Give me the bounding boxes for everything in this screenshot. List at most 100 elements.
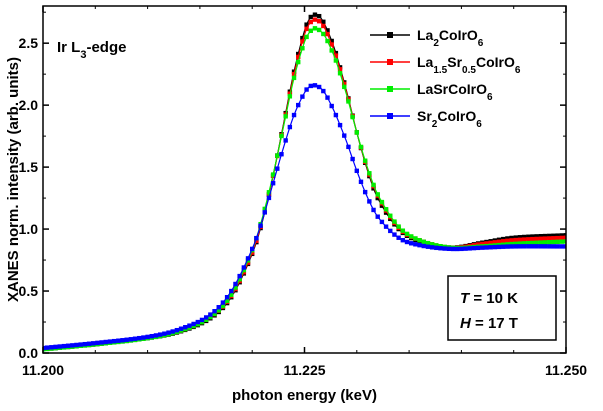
series-marker [405, 240, 409, 244]
series-marker [70, 343, 74, 347]
series-marker [66, 344, 70, 348]
series-marker [493, 245, 497, 249]
series-marker [129, 337, 133, 341]
series-marker [317, 14, 321, 18]
series-marker [175, 328, 179, 332]
series-marker [104, 340, 108, 344]
series-marker [401, 238, 405, 242]
series-marker [91, 341, 95, 345]
series-marker [309, 15, 313, 19]
series-marker [300, 94, 304, 98]
series-marker [455, 247, 459, 251]
series-marker [497, 245, 501, 249]
series-marker [342, 133, 346, 137]
series-marker [442, 246, 446, 250]
series-marker [304, 87, 308, 91]
series-marker [296, 60, 300, 64]
series-marker [426, 245, 430, 249]
edge-part-0: Ir L [57, 39, 80, 56]
series-marker [551, 240, 555, 244]
series-marker [530, 244, 534, 248]
series-marker [321, 89, 325, 93]
series-marker [342, 85, 346, 89]
series-marker [501, 245, 505, 249]
series-marker [166, 330, 170, 334]
series-marker [329, 104, 333, 108]
legend-label: La1.5Sr0.5CoIrO6 [417, 54, 521, 76]
series-marker [304, 27, 308, 31]
legend-label: LaSrCoIrO6 [417, 81, 493, 103]
series-marker [275, 166, 279, 170]
series-marker [233, 282, 237, 286]
series-marker [329, 48, 333, 52]
series-marker [535, 244, 539, 248]
condition-0: T = 10 K [460, 290, 518, 307]
series-marker [108, 339, 112, 343]
series-marker [200, 318, 204, 322]
legend-item-1: La1.5Sr0.5CoIrO6 [370, 54, 521, 76]
series-marker [422, 244, 426, 248]
series-marker [154, 333, 158, 337]
series-marker [543, 240, 547, 244]
series-marker [183, 325, 187, 329]
series-marker [45, 345, 49, 349]
legend-label: Sr2CoIrO6 [417, 108, 482, 130]
series-marker [438, 246, 442, 250]
series-marker [526, 237, 530, 241]
series-marker [58, 344, 62, 348]
legend-item-0: La2CoIrO6 [370, 27, 484, 49]
series-marker [83, 342, 87, 346]
y-axis-title: XANES norm. intensity (arb. units) [5, 57, 22, 302]
series-marker [451, 247, 455, 251]
series-marker [321, 24, 325, 28]
series-marker [434, 246, 438, 250]
series-marker [392, 232, 396, 236]
series-marker [518, 238, 522, 242]
series-marker [392, 219, 396, 223]
series-marker [267, 196, 271, 200]
series-marker [522, 237, 526, 241]
series-marker [150, 334, 154, 338]
series-marker [484, 245, 488, 249]
series-marker [547, 244, 551, 248]
series-marker [518, 244, 522, 248]
series-marker [472, 246, 476, 250]
series-marker [522, 244, 526, 248]
series-marker [409, 241, 413, 245]
condition-value: = 17 T [471, 315, 518, 332]
legend-0-part-3: 6 [478, 38, 484, 49]
series-marker [359, 180, 363, 184]
series-marker [325, 32, 329, 36]
series-marker [555, 240, 559, 244]
x-axis-title: photon energy (keV) [232, 387, 377, 404]
series-marker [539, 237, 543, 241]
series-marker [296, 103, 300, 107]
series-marker [547, 240, 551, 244]
series-marker [225, 295, 229, 299]
series-marker [430, 245, 434, 249]
series-marker [468, 246, 472, 250]
series-marker [288, 94, 292, 98]
series-marker [321, 32, 325, 36]
series-marker [338, 71, 342, 75]
edge-annotation: Ir L3-edge [57, 39, 126, 61]
y-tick-label: 0.0 [19, 345, 39, 361]
series-marker [371, 208, 375, 212]
series-marker [112, 339, 116, 343]
series-marker [246, 256, 250, 260]
series-marker [346, 145, 350, 149]
series-marker [463, 246, 467, 250]
series-marker [380, 200, 384, 204]
series-marker [300, 46, 304, 50]
series-marker [196, 320, 200, 324]
series-marker [279, 152, 283, 156]
series-marker [53, 345, 57, 349]
series-marker [191, 322, 195, 326]
legend-marker [387, 32, 393, 38]
legend-2-part-1: 6 [487, 92, 493, 103]
condition-value: = 10 K [469, 290, 518, 307]
series-marker [304, 35, 308, 39]
series-marker [380, 220, 384, 224]
condition-1: H = 17 T [460, 315, 518, 332]
series-marker [459, 247, 463, 251]
